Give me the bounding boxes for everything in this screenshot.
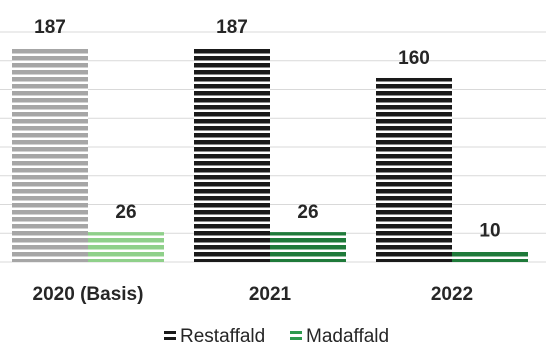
- bars: [12, 46, 528, 263]
- legend: Restaffald Madaffald: [164, 326, 389, 347]
- bar-madaffald-2021: [270, 232, 346, 262]
- category-labels: 2020 (Basis) 2021 2022: [33, 284, 474, 305]
- data-label-restaffald-2021: 187: [216, 17, 248, 38]
- data-labels: 187 26 187 26 160 10: [34, 17, 500, 242]
- bar-madaffald-2022: [452, 250, 528, 262]
- data-label-madaffald-2021: 26: [297, 202, 318, 223]
- data-label-madaffald-2022: 10: [479, 220, 500, 241]
- bar-restaffald-2020-basis: [12, 46, 88, 263]
- legend-label-madaffald: Madaffald: [306, 326, 389, 347]
- legend-item-madaffald: Madaffald: [290, 326, 389, 347]
- bar-restaffald-2022: [376, 77, 452, 262]
- legend-swatch-restaffald: [164, 331, 176, 340]
- category-label-2021: 2021: [249, 284, 292, 305]
- legend-label-restaffald: Restaffald: [180, 326, 265, 347]
- data-label-madaffald-2020-basis: 26: [115, 202, 136, 223]
- category-label-2022: 2022: [431, 284, 473, 305]
- bar-madaffald-2020-basis: [88, 232, 164, 262]
- legend-swatch-madaffald: [290, 331, 302, 340]
- category-label-2020-basis: 2020 (Basis): [33, 284, 144, 305]
- bar-restaffald-2021: [194, 46, 270, 263]
- legend-item-restaffald: Restaffald: [164, 326, 265, 347]
- data-label-restaffald-2020-basis: 187: [34, 17, 66, 38]
- data-label-restaffald-2022: 160: [398, 48, 430, 69]
